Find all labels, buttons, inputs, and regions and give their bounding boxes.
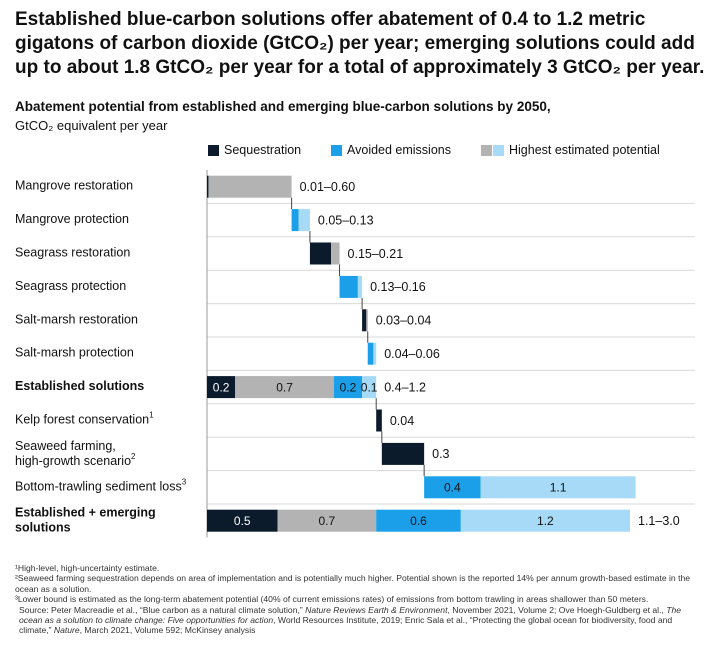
category-label-line2: high-growth scenario2 — [15, 452, 136, 468]
segment-value-label: 0.6 — [410, 514, 427, 528]
bar-highest-light — [373, 342, 377, 365]
bar-highest-light — [357, 275, 363, 298]
category-label: Established + emerging — [15, 506, 156, 520]
legend-swatch-highest-light — [493, 144, 504, 156]
segment-value-label: 0.5 — [234, 514, 251, 528]
range-label: 0.04–0.06 — [384, 347, 440, 361]
source-text: , World Resources Institute, 2019; Enric… — [19, 615, 673, 636]
bar-highest-light — [298, 209, 310, 232]
category-label: Salt-marsh protection — [15, 346, 134, 360]
segment-value-label: 0.1 — [361, 380, 378, 394]
source-text: , November 2021, Volume 2; Ove Hoegh-Gul… — [447, 604, 667, 615]
range-label: 0.01–0.60 — [300, 180, 356, 194]
category-label: Established solutions — [15, 379, 144, 393]
legend-sequestration: Sequestration — [208, 143, 301, 157]
bar-sequestration — [207, 376, 236, 399]
source-title: The ocean as a solution to climate chang… — [19, 604, 682, 626]
range-label: 0.3 — [432, 447, 449, 461]
bar-avoided — [333, 376, 363, 399]
source-note: Source: Peter Macreadie et al., “Blue ca… — [15, 605, 705, 636]
category-label: Seagrass restoration — [15, 246, 130, 260]
bar-highest-gray — [208, 175, 292, 198]
segment-value-label: 0.7 — [276, 380, 293, 394]
category-label-line2: solutions — [15, 521, 71, 535]
bar-avoided — [424, 476, 481, 499]
bar-sequestration — [207, 175, 209, 198]
category-label: Mangrove restoration — [15, 179, 133, 193]
source-text: Source: Peter Macreadie et al., “Blue ca… — [19, 604, 306, 615]
legend-label-sequestration: Sequestration — [224, 143, 302, 157]
segment-value-label: 0.2 — [340, 380, 357, 394]
source-title: Nature Reviews Earth & Environment — [305, 604, 448, 615]
bar-highest-gray — [235, 376, 334, 399]
legend-label-avoided: Avoided emissions — [347, 143, 451, 157]
category-label: Kelp forest conservation1 — [15, 411, 154, 427]
bar-avoided — [291, 209, 299, 232]
segment-value-label: 0.2 — [213, 380, 230, 394]
segment-value-label: 1.2 — [537, 514, 554, 528]
bar-sequestration — [376, 409, 382, 432]
range-label: 0.13–0.16 — [370, 280, 426, 294]
legend-label-highest: Highest estimated potential — [509, 143, 660, 157]
range-label: 0.4–1.2 — [384, 380, 426, 394]
category-label: Seagrass protection — [15, 279, 126, 293]
bar-highest-light — [362, 376, 377, 399]
category-label: Seaweed farming, — [15, 439, 116, 453]
category-label: Mangrove protection — [15, 212, 129, 226]
segment-value-label: 1.1 — [550, 480, 567, 494]
segment-value-label: 0.4 — [444, 480, 461, 494]
segment-value-label: 0.7 — [319, 514, 336, 528]
waterfall-chart: Mangrove restoration 0.01–0.60 Mangrove pr… — [15, 170, 695, 538]
chart-unit: GtCO₂ equivalent per year — [15, 118, 168, 133]
range-label: 0.05–0.13 — [318, 213, 374, 227]
legend-swatch-avoided — [331, 144, 342, 156]
chart-subtitle: Abatement potential from established and… — [15, 99, 551, 114]
bar-highest-light — [460, 509, 630, 532]
headline: Established blue-carbon solutions offer … — [15, 9, 705, 78]
range-label: 0.04 — [390, 414, 414, 428]
legend-highest: Highest estimated potential — [481, 143, 660, 157]
legend-swatch-highest-gray — [481, 144, 492, 156]
source-title: Nature — [53, 625, 80, 636]
footnote-3: ³Lower bound is estimated as the long-te… — [15, 594, 649, 605]
bar-highest-light — [480, 476, 636, 499]
bar-sequestration — [309, 242, 332, 265]
legend-swatch-sequestration — [208, 144, 219, 156]
bar-sequestration — [381, 442, 425, 465]
range-label: 0.15–0.21 — [348, 247, 404, 261]
range-label: 0.03–0.04 — [376, 314, 432, 328]
legend-avoided: Avoided emissions — [331, 143, 451, 157]
source-text: , March 2021, Volume 592; McKinsey analy… — [79, 625, 256, 636]
footnotes: ¹High-level, high-uncertainty estimate. … — [15, 563, 705, 636]
bar-avoided — [367, 342, 374, 365]
footnote-1: ¹High-level, high-uncertainty estimate. — [15, 563, 160, 573]
bar-sequestration — [362, 309, 367, 332]
footnote-2: ²Seaweed farming sequestration depends o… — [15, 573, 691, 594]
bar-highest-gray — [366, 309, 368, 332]
bar-avoided — [339, 275, 358, 298]
bar-sequestration — [207, 509, 278, 532]
range-label: 1.1–3.0 — [638, 514, 680, 528]
category-label: Bottom-trawling sediment loss3 — [15, 477, 187, 493]
bar-highest-gray — [331, 242, 340, 265]
bar-avoided — [376, 509, 461, 532]
bar-highest-gray — [277, 509, 377, 532]
category-label: Salt-marsh restoration — [15, 313, 138, 327]
